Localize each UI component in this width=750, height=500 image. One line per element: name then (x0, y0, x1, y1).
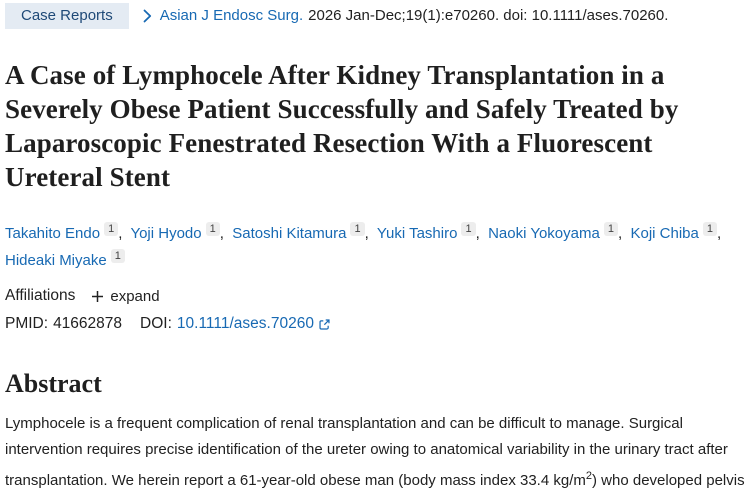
journal-link[interactable]: Asian J Endosc Surg. (159, 7, 304, 24)
citation-bar: Case Reports Asian J Endosc Surg. 2026 J… (5, 3, 745, 29)
author-link[interactable]: Takahito Endo (5, 225, 101, 242)
author-affiliation-sup[interactable]: 1 (603, 222, 618, 236)
author-link[interactable]: Hideaki Miyake (5, 252, 107, 269)
author-item: Naoki Yokoyama 1, (488, 222, 631, 242)
author-separator: , (716, 225, 726, 242)
abstract-paragraph: Lymphocele is a frequent complication of… (5, 411, 745, 500)
pmid-label: PMID: (5, 315, 49, 332)
chevron-right-icon (143, 9, 152, 23)
author-separator: , (475, 225, 489, 242)
abstract-text-part1: Lymphocele is a frequent complication of… (5, 415, 728, 489)
expand-label: expand (110, 287, 160, 305)
author-separator: , (219, 225, 233, 242)
author-item: Hideaki Miyake 1 (5, 249, 125, 269)
author-item: Satoshi Kitamura 1, (232, 222, 377, 242)
identifiers-row: PMID: 41662878 DOI: 10.1111/ases.70260 (5, 315, 745, 333)
abstract-heading: Abstract (5, 369, 102, 398)
author-link[interactable]: Koji Chiba (630, 225, 699, 242)
doi-label: DOI: (140, 315, 172, 332)
author-item: Takahito Endo 1, (5, 222, 131, 242)
affiliations-label: Affiliations (5, 287, 76, 304)
author-affiliation-sup[interactable]: 1 (104, 222, 119, 236)
author-list: Takahito Endo 1, Yoji Hyodo 1, Satoshi Kit… (5, 220, 745, 274)
publication-type-badge: Case Reports (5, 3, 129, 29)
author-affiliation-sup[interactable]: 1 (110, 249, 125, 263)
doi-link-text: 10.1111/ases.70260 (176, 315, 314, 332)
author-item: Koji Chiba 1, (630, 222, 726, 242)
author-link[interactable]: Yoji Hyodo (130, 225, 202, 242)
affiliations-row: Affiliations expand (5, 287, 745, 305)
author-link[interactable]: Yuki Tashiro (376, 225, 458, 242)
author-affiliation-sup[interactable]: 1 (205, 222, 220, 236)
author-separator: , (617, 225, 631, 242)
citation-text: 2026 Jan-Dec;19(1):e70260. doi: 10.1111/… (308, 7, 669, 24)
expand-affiliations-button[interactable]: expand (91, 287, 160, 305)
author-link[interactable]: Naoki Yokoyama (488, 225, 600, 242)
external-link-icon (318, 318, 331, 331)
doi-link[interactable]: 10.1111/ases.70260 (177, 315, 331, 333)
author-link[interactable]: Satoshi Kitamura (232, 225, 347, 242)
author-item: Yuki Tashiro 1, (376, 222, 489, 242)
author-separator: , (118, 225, 131, 242)
abstract-superscript: 2 (585, 470, 592, 482)
page-title: A Case of Lymphocele After Kidney Transp… (5, 60, 679, 192)
plus-icon (91, 290, 104, 303)
author-affiliation-sup[interactable]: 1 (350, 222, 365, 236)
author-affiliation-sup[interactable]: 1 (461, 222, 476, 236)
abstract-text-part2: ) who developed pelvis lymphocele after … (5, 472, 745, 500)
author-separator: , (364, 225, 377, 242)
pmid-value: 41662878 (53, 315, 123, 332)
doi-group: DOI: 10.1111/ases.70260 (140, 315, 331, 333)
author-affiliation-sup[interactable]: 1 (702, 222, 717, 236)
author-item: Yoji Hyodo 1, (130, 222, 233, 242)
